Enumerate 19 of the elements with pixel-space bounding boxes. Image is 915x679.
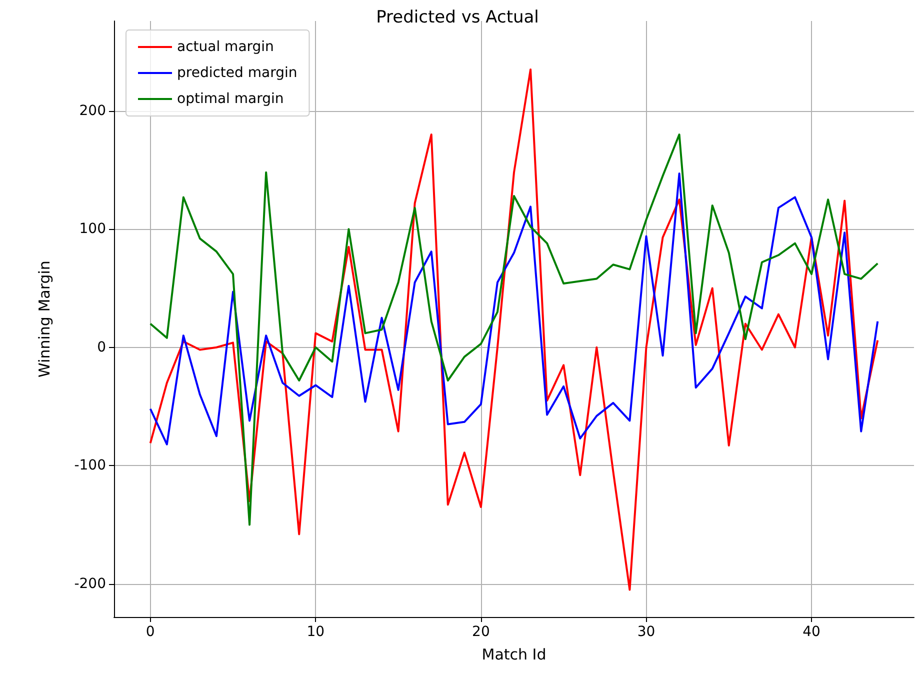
y-tick-label: -200 xyxy=(74,576,106,592)
y-tick-label: 200 xyxy=(79,102,106,119)
x-tick-label: 0 xyxy=(146,624,155,640)
line-series xyxy=(149,134,879,526)
x-tick-label: 20 xyxy=(472,624,490,640)
line-series xyxy=(149,68,879,591)
x-tick-label: 10 xyxy=(306,624,325,640)
legend-label: optimal margin xyxy=(177,91,284,107)
legend-label: predicted margin xyxy=(177,65,298,81)
y-tick-label: 0 xyxy=(97,339,106,356)
line-series xyxy=(149,172,879,446)
y-tick-label: -100 xyxy=(74,458,106,474)
x-tick-label: 30 xyxy=(637,624,656,640)
y-tick-label: 100 xyxy=(79,221,106,238)
x-tick-label: 40 xyxy=(802,624,820,640)
y-axis-title: Winning Margin xyxy=(36,260,54,378)
legend-label: actual margin xyxy=(177,39,274,55)
x-axis-title: Match Id xyxy=(482,646,546,664)
chart-title: Predicted vs Actual xyxy=(376,8,539,28)
